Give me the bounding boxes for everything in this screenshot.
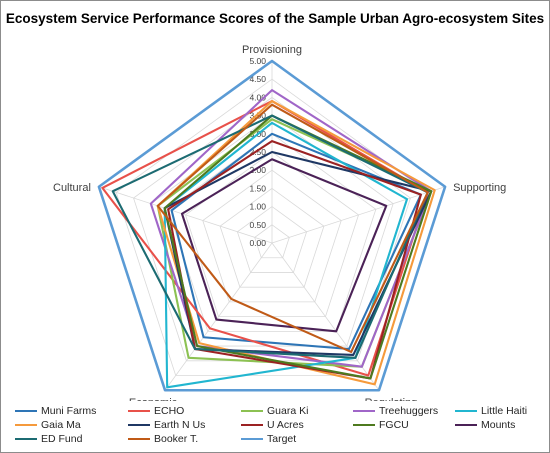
legend-swatch [128, 410, 150, 412]
legend-item: Treehuggers [353, 404, 438, 418]
series-line-2 [156, 118, 433, 368]
legend-item: Muni Farms [15, 404, 96, 418]
legend-item: Mounts [455, 418, 515, 432]
spoke-3 [164, 242, 273, 391]
legend-label: Target [267, 433, 297, 445]
tick-label: 5.00 [249, 56, 266, 66]
legend-label: Guara Ki [267, 405, 309, 417]
legend-item: Target [241, 432, 296, 446]
legend-label: Treehuggers [379, 405, 439, 417]
tick-label: 4.50 [249, 74, 266, 84]
legend-swatch [455, 410, 477, 412]
spoke-1 [271, 186, 446, 244]
legend-label: Muni Farms [41, 405, 97, 417]
axis-label-economic: Economic [129, 397, 178, 401]
legend-item: ED Fund [15, 432, 82, 446]
legend-swatch [241, 438, 263, 440]
legend-swatch [241, 424, 263, 426]
legend-item: ECHO [128, 404, 184, 418]
series-line-12 [97, 59, 447, 392]
series-line-0 [170, 132, 422, 351]
legend-swatch [15, 424, 37, 426]
legend-swatch [353, 424, 375, 426]
series-line-7 [167, 140, 422, 380]
tick-label: 1.00 [249, 202, 266, 212]
tick-label: 2.00 [249, 165, 266, 175]
legend-item: Booker T. [128, 432, 198, 446]
grid-ring-3 [202, 169, 342, 303]
legend-swatch [128, 438, 150, 440]
tick-label: 3.50 [249, 111, 266, 121]
legend-swatch [455, 424, 477, 426]
grid-ring-2 [219, 187, 325, 288]
series-line-11 [156, 103, 429, 354]
tick-label: 1.50 [249, 183, 266, 193]
legend-label: ECHO [154, 405, 185, 417]
axis-label-supporting: Supporting [453, 182, 506, 194]
legend-label: Little Haiti [481, 405, 528, 417]
legend-label: U Acres [267, 419, 304, 431]
legend-item: U Acres [241, 418, 304, 432]
legend-label: Mounts [481, 419, 516, 431]
series-line-10 [111, 114, 429, 359]
legend-item: Gaia Ma [15, 418, 81, 432]
legend-swatch [15, 410, 37, 412]
legend-swatch [128, 424, 150, 426]
axis-label-provisioning: Provisioning [242, 44, 302, 56]
legend-label: FGCU [379, 419, 409, 431]
chart-title: Ecosystem Service Performance Scores of … [5, 11, 545, 26]
legend-item: Earth N Us [128, 418, 205, 432]
grid-ring-0 [254, 224, 290, 259]
radar-chart: 0.000.501.001.502.002.503.003.504.004.50… [53, 44, 506, 401]
legend-label: Earth N Us [154, 419, 206, 431]
legend-label: Booker T. [154, 433, 199, 445]
legend-label: Gaia Ma [41, 419, 81, 431]
axis-label-regulating: Regulating [365, 397, 418, 401]
tick-label: 2.50 [249, 147, 266, 157]
legend-swatch [241, 410, 263, 412]
legend-item: Little Haiti [455, 404, 527, 418]
legend-label: ED Fund [41, 433, 83, 445]
series-line-9 [180, 158, 388, 333]
legend-swatch [15, 438, 37, 440]
axis-label-cultural: Cultural [53, 182, 91, 194]
spoke-4 [98, 186, 273, 244]
legend-item: Guara Ki [241, 404, 308, 418]
tick-label: 0.50 [249, 220, 266, 230]
legend-item: FGCU [353, 418, 409, 432]
tick-label: 0.00 [249, 238, 266, 248]
grid-ring-1 [236, 206, 308, 273]
legend-swatch [353, 410, 375, 412]
tick-label: 4.00 [249, 92, 266, 102]
